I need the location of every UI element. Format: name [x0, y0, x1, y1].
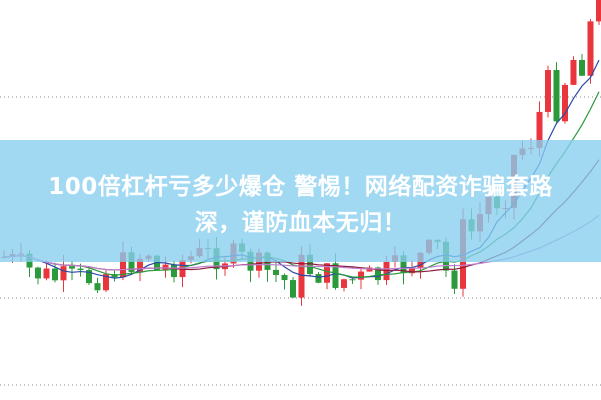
title-line: 深，谨防血本无归！ — [194, 210, 407, 236]
candle-body — [400, 255, 407, 274]
candle-body — [43, 268, 50, 279]
candle-body — [307, 254, 313, 275]
candle-body — [273, 269, 279, 275]
candle-body — [451, 270, 458, 289]
candle-body — [596, 0, 601, 22]
candle-body — [409, 268, 415, 274]
candle-body — [77, 268, 84, 271]
candle-body — [341, 279, 347, 288]
candle-body — [536, 111, 543, 148]
candle-body — [587, 21, 594, 76]
candle-body — [35, 267, 41, 279]
candle-body — [324, 263, 330, 283]
candle-body — [579, 59, 585, 76]
candle-body — [281, 274, 288, 281]
candle-body — [553, 70, 560, 122]
candle-body — [545, 70, 551, 112]
candle-body — [171, 264, 177, 278]
candle-body — [69, 266, 75, 269]
candle-body — [94, 283, 101, 291]
candle-body — [60, 266, 67, 281]
candle-body — [570, 59, 577, 85]
candle-body — [358, 271, 364, 280]
candle-body — [103, 274, 109, 291]
title-line: 100倍杠杆亏多少爆仓 警惕！网络配资诈骗套路 — [48, 174, 553, 200]
candle-body — [349, 279, 356, 281]
candle-body — [298, 254, 305, 298]
candle-body — [315, 274, 322, 283]
candle-body — [86, 270, 92, 284]
candle-body — [332, 263, 339, 288]
candle-body — [128, 252, 135, 272]
title-banner — [0, 140, 601, 262]
candle-body — [562, 84, 568, 122]
candle-body — [290, 280, 296, 298]
candle-body — [52, 268, 58, 281]
candle-body — [137, 258, 143, 272]
candle-body — [162, 264, 169, 271]
candle-body — [366, 267, 373, 272]
candle-body — [120, 252, 126, 278]
candle-body — [375, 267, 381, 281]
